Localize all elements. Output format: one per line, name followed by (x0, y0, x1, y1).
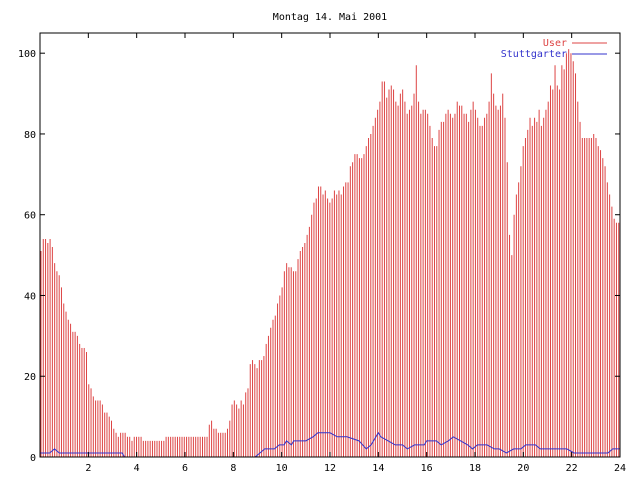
x-tick-label: 4 (134, 463, 140, 474)
x-tick-label: 10 (276, 463, 288, 474)
x-tick-label: 20 (517, 463, 529, 474)
x-tick-label: 2 (85, 463, 91, 474)
x-tick-label: 12 (324, 463, 336, 474)
x-tick-label: 24 (614, 463, 626, 474)
x-tick-label: 6 (182, 463, 188, 474)
x-tick-label: 18 (469, 463, 481, 474)
x-tick-label: 8 (230, 463, 236, 474)
x-tick-label: 16 (421, 463, 433, 474)
legend-label: User (543, 38, 567, 49)
x-tick-label: 14 (372, 463, 384, 474)
series-lines (40, 431, 620, 458)
y-tick-label: 80 (24, 130, 36, 141)
y-tick-label: 100 (18, 49, 36, 60)
legend-label: Stuttgarter (501, 49, 567, 60)
y-tick-label: 60 (24, 211, 36, 222)
user-bars (40, 49, 620, 457)
y-tick-label: 20 (24, 372, 36, 383)
y-tick-label: 0 (30, 453, 36, 464)
chart-title: Montag 14. Mai 2001 (273, 12, 387, 23)
y-tick-label: 40 (24, 291, 36, 302)
x-tick-label: 22 (566, 463, 578, 474)
stuttgarter-line (40, 431, 620, 458)
